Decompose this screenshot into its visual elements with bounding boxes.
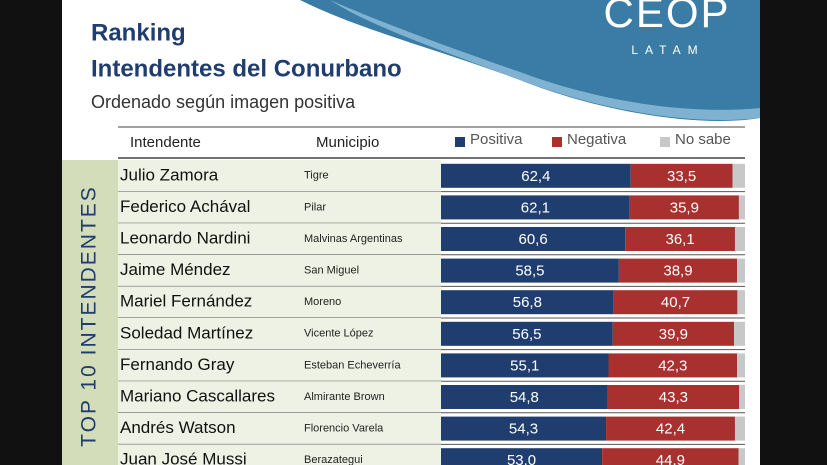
bar-segment bbox=[734, 321, 745, 346]
bar-segment bbox=[629, 195, 739, 220]
bar-value-label: 44,9 bbox=[656, 452, 685, 465]
column-header: Municipio bbox=[316, 134, 379, 151]
bar-segment bbox=[734, 227, 745, 251]
row-background bbox=[118, 381, 441, 413]
row-name: Jaime Méndez bbox=[120, 260, 231, 279]
row-name: Andrés Watson bbox=[120, 418, 236, 437]
row-municipality: Moreno bbox=[304, 296, 341, 308]
bar-segment bbox=[734, 416, 745, 441]
bar-segment bbox=[441, 321, 613, 346]
row-background bbox=[118, 444, 441, 465]
bar-segment bbox=[737, 353, 745, 378]
row-name: Mariel Fernández bbox=[120, 292, 252, 311]
side-label: TOP 10 INTENDENTES bbox=[78, 185, 101, 447]
bar-segment bbox=[441, 163, 631, 188]
row-municipality: San Miguel bbox=[304, 265, 359, 277]
bar-segment bbox=[630, 163, 733, 188]
bar-value-label: 60,6 bbox=[519, 231, 548, 248]
chart-title: Ranking bbox=[91, 19, 186, 46]
row-background bbox=[118, 318, 441, 350]
bar-value-label: 62,4 bbox=[521, 168, 550, 185]
logo-tagline: LATAM bbox=[631, 43, 704, 57]
row-background bbox=[118, 160, 441, 192]
row-municipality: Pilar bbox=[304, 201, 326, 213]
bar-segment bbox=[441, 385, 608, 409]
row-name: Leonardo Nardini bbox=[120, 228, 250, 247]
row-background bbox=[118, 412, 441, 445]
row-background bbox=[118, 286, 441, 318]
bar-value-label: 54,3 bbox=[509, 421, 538, 438]
chart-note: Ordenado según imagen positiva bbox=[91, 92, 356, 112]
row-name: Juan José Mussi bbox=[120, 450, 247, 465]
bar-segment bbox=[441, 448, 603, 465]
bar-value-label: 42,4 bbox=[656, 421, 685, 438]
chart-subtitle: Intendentes del Conurbano bbox=[91, 55, 402, 82]
bar-segment bbox=[618, 258, 738, 283]
bar-segment bbox=[602, 448, 739, 465]
bar-segment bbox=[625, 227, 735, 251]
bar-segment bbox=[739, 385, 745, 409]
row-municipality: Florencio Varela bbox=[304, 423, 384, 435]
bar-value-label: 40,7 bbox=[661, 294, 690, 311]
side-band bbox=[62, 160, 118, 465]
logo-name: CEOP bbox=[603, 0, 730, 36]
row-name: Julio Zamora bbox=[120, 165, 219, 184]
bar-segment bbox=[441, 416, 607, 441]
legend-swatch bbox=[552, 137, 562, 147]
bar-value-label: 53,0 bbox=[507, 452, 536, 465]
bar-value-label: 54,8 bbox=[510, 389, 539, 406]
row-name: Fernando Gray bbox=[120, 355, 235, 374]
row-municipality: Tigre bbox=[304, 170, 329, 182]
bar-value-label: 56,8 bbox=[513, 294, 542, 311]
bar-value-label: 55,1 bbox=[510, 357, 539, 374]
column-header: Intendente bbox=[130, 134, 201, 151]
legend-swatch bbox=[660, 137, 670, 147]
bar-segment bbox=[441, 290, 614, 315]
bar-value-label: 36,1 bbox=[665, 231, 694, 248]
bar-segment bbox=[441, 227, 626, 251]
bar-value-label: 33,5 bbox=[667, 168, 696, 185]
bar-segment bbox=[737, 258, 745, 283]
bar-segment bbox=[441, 353, 609, 378]
row-municipality: Vicente López bbox=[304, 328, 374, 340]
legend-label: No sabe bbox=[675, 131, 731, 148]
row-municipality: Esteban Echeverría bbox=[304, 359, 401, 371]
row-name: Mariano Cascallares bbox=[120, 386, 275, 405]
bar-value-label: 62,1 bbox=[521, 199, 550, 216]
row-background bbox=[118, 254, 441, 287]
bar-segment bbox=[608, 353, 738, 378]
row-municipality: Almirante Brown bbox=[304, 391, 385, 403]
bar-segment bbox=[441, 258, 619, 283]
bar-segment bbox=[607, 385, 740, 409]
row-name: Soledad Martínez bbox=[120, 323, 253, 342]
legend-label: Negativa bbox=[567, 131, 627, 148]
row-background bbox=[118, 223, 441, 255]
bar-segment bbox=[612, 321, 735, 346]
row-background bbox=[118, 191, 441, 224]
bar-segment bbox=[613, 290, 738, 315]
bar-segment bbox=[737, 290, 745, 315]
header-wave bbox=[300, 0, 760, 121]
bar-value-label: 35,9 bbox=[670, 199, 699, 216]
bar-segment bbox=[738, 448, 745, 465]
bar-segment bbox=[738, 195, 745, 220]
bar-value-label: 58,5 bbox=[515, 263, 544, 280]
row-background bbox=[118, 349, 441, 382]
bar-segment bbox=[606, 416, 735, 441]
bar-value-label: 42,3 bbox=[658, 357, 687, 374]
row-municipality: Malvinas Argentinas bbox=[304, 233, 403, 245]
row-municipality: Berazategui bbox=[304, 454, 363, 465]
bar-value-label: 38,9 bbox=[663, 263, 692, 280]
bar-segment bbox=[732, 163, 745, 188]
bar-value-label: 56,5 bbox=[512, 326, 541, 343]
legend-swatch bbox=[455, 137, 465, 147]
bar-value-label: 39,9 bbox=[659, 326, 688, 343]
bar-value-label: 43,3 bbox=[659, 389, 688, 406]
legend-label: Positiva bbox=[470, 131, 523, 148]
row-name: Federico Achával bbox=[120, 197, 250, 216]
bar-segment bbox=[441, 195, 630, 220]
